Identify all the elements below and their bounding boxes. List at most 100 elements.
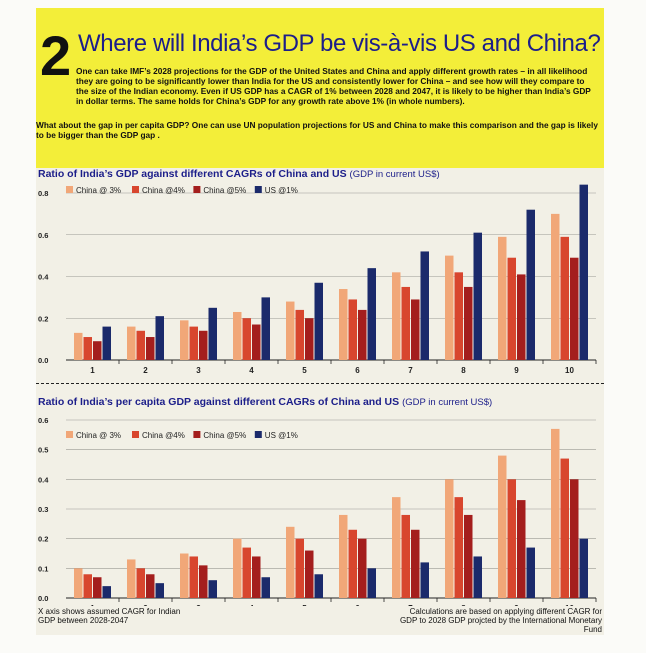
chart2-bar: [367, 568, 376, 598]
chart2-xtick-label: 7: [408, 604, 413, 606]
chart2-bar: [242, 547, 251, 598]
chart1-bar: [127, 326, 136, 360]
chart2-bar: [358, 538, 367, 598]
chart2-bar: [155, 583, 164, 598]
chart1-ytick-label: 0.8: [38, 189, 48, 198]
chart1-bar: [392, 272, 401, 360]
chart1-xtick-label: 8: [461, 366, 466, 375]
article-number: 2: [40, 24, 71, 87]
chart2-ytick-label: 0.2: [38, 535, 48, 544]
chart1-legend-label: China @4%: [142, 186, 185, 195]
chart1-xtick-label: 1: [90, 366, 95, 375]
chart2-bar: [189, 556, 198, 598]
chart1-bar: [305, 318, 314, 360]
chart2-bar: [83, 574, 92, 598]
chart1-bar: [358, 309, 367, 360]
chart2-bar: [305, 550, 314, 598]
chart1-ytick-label: 0.6: [38, 231, 48, 240]
chart2-bar: [411, 529, 420, 598]
chart2-per-capita-ratio: 0.0 0.1 0.2 0.3 0.4 0.5 0.6 China @ 3% China @4%…: [38, 416, 597, 606]
intro-paragraph-2: What about the gap in per capita GDP? On…: [36, 120, 598, 140]
chart1-bar: [208, 307, 217, 360]
chart2-legend-label: US @1%: [265, 431, 298, 440]
chart2-xtick-label: 8: [461, 604, 466, 606]
chart1-bar: [579, 184, 588, 360]
chart2-bar: [579, 538, 588, 598]
chart1-bar: [83, 337, 92, 360]
chart2-bar: [526, 547, 535, 598]
chart2-xtick-label: 2: [143, 604, 148, 606]
chart2-ytick-label: 0.6: [38, 416, 48, 425]
chart1-xtick-label: 9: [514, 366, 519, 375]
chart2-ytick-label: 0.5: [38, 446, 48, 455]
chart1-bar: [339, 289, 348, 360]
chart1-bar: [155, 316, 164, 360]
chart1-bar: [401, 286, 410, 360]
intro-paragraph: One can take IMF’s 2028 projections for …: [76, 66, 591, 106]
chart1-bar: [295, 309, 304, 360]
chart1-bar: [445, 255, 454, 360]
chart2-bar: [136, 568, 145, 598]
chart1-xtick-label: 4: [249, 366, 254, 375]
chart1-xtick-label: 7: [408, 366, 413, 375]
chart2-bar: [146, 574, 155, 598]
chart1-bar: [314, 282, 323, 360]
chart2-xtick-label: 6: [355, 604, 360, 606]
chart1-bar: [261, 297, 270, 360]
chart1-xtick-label: 3: [196, 366, 201, 375]
chart2-legend-swatch: [66, 431, 73, 438]
chart1-bar: [551, 213, 560, 360]
chart1-bar: [454, 272, 463, 360]
chart1-bar: [570, 257, 579, 360]
chart2-xtick-label: 10: [565, 604, 574, 606]
chart2-legend-label: China @5%: [203, 431, 246, 440]
chart1-title-line: Ratio of India’s GDP against different C…: [38, 168, 440, 180]
chart1-bar: [189, 326, 198, 360]
chart1-legend-label: China @5%: [203, 186, 246, 195]
chart1-legend-label: China @ 3%: [76, 186, 121, 195]
chart1-bar: [286, 301, 295, 360]
chart1-bar: [420, 251, 429, 360]
chart2-xtick-label: 3: [196, 604, 201, 606]
chart2-bar: [498, 455, 507, 598]
chart2-xtick-label: 5: [302, 604, 307, 606]
chart1-xtick-label: 5: [302, 366, 307, 375]
article-panel: 2 Where will India’s GDP be vis-à-vis US…: [36, 8, 604, 635]
chart2-xtick-label: 4: [249, 604, 254, 606]
chart1-legend-swatch: [193, 186, 201, 193]
chart2-bar: [233, 538, 242, 598]
chart2-ytick-label: 0.0: [38, 594, 48, 603]
note-source: Calculations are based on applying diffe…: [399, 607, 602, 634]
chart2-bar: [339, 514, 348, 598]
chart2-ytick-label: 0.4: [38, 475, 49, 484]
chart1-bar: [136, 330, 145, 360]
chart1-subtitle: (GDP in current US$): [349, 169, 440, 180]
chart2-bar: [464, 514, 473, 598]
chart2-xtick-label: 9: [514, 604, 519, 606]
chart1-bar: [146, 337, 155, 360]
header-highlight: 2 Where will India’s GDP be vis-à-vis US…: [36, 8, 604, 168]
chart1-bar: [93, 341, 102, 360]
chart1-gdp-ratio: 0.0 0.2 0.4 0.6 0.8 China @ 3% China @4% China …: [38, 184, 597, 375]
chart2-bar: [208, 580, 217, 598]
chart2-ytick-label: 0.1: [38, 564, 48, 573]
chart2-title-line: Ratio of India’s per capita GDP against …: [38, 396, 492, 408]
chart1-legend-swatch: [254, 186, 262, 193]
chart1-bar: [411, 299, 420, 360]
chart1-bar: [233, 311, 242, 360]
chart2-bar: [295, 538, 304, 598]
chart2-ytick-label: 0.3: [38, 505, 48, 514]
chart2-bar: [507, 479, 516, 598]
chart2-bar: [348, 529, 357, 598]
chart2-bar: [314, 574, 323, 598]
chart1-xtick-label: 2: [143, 366, 148, 375]
chart2-legend-swatch: [132, 431, 139, 438]
chart1-bar: [74, 332, 83, 360]
chart2-bar: [570, 479, 579, 598]
chart2-bar: [454, 497, 463, 598]
chart2-legend-label: China @4%: [142, 431, 185, 440]
chart2-xtick-label: 1: [90, 604, 95, 606]
chart2-bar: [420, 562, 429, 598]
chart2-bar: [102, 586, 111, 598]
